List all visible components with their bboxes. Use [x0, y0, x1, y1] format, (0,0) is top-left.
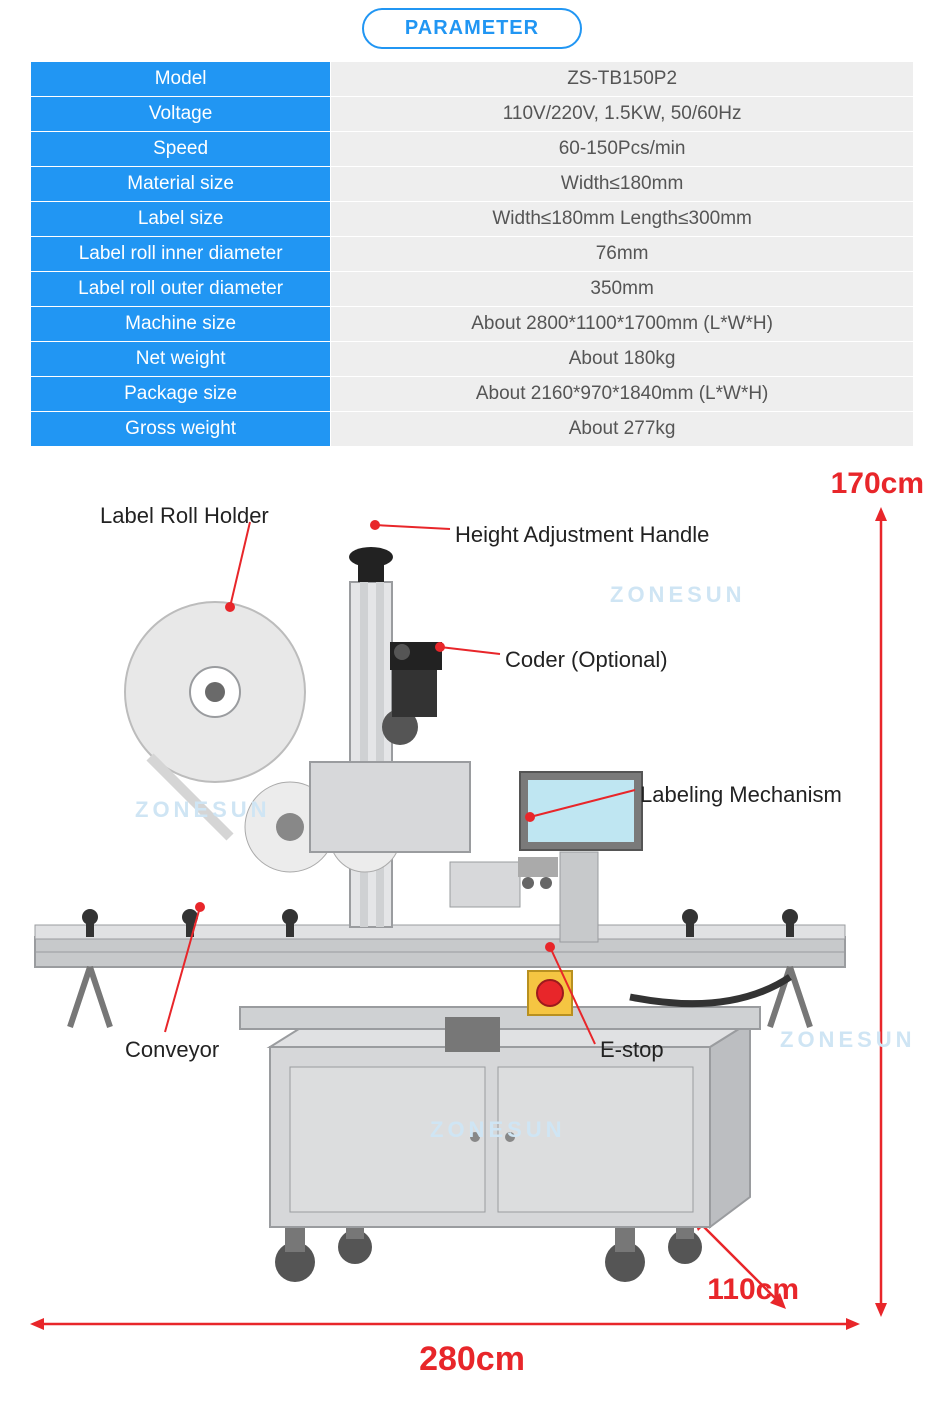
spec-key: Machine size	[31, 307, 331, 342]
spec-key: Voltage	[31, 97, 331, 132]
spec-key: Package size	[31, 377, 331, 412]
spec-value: ZS-TB150P2	[331, 62, 914, 97]
watermark: ZONESUN	[135, 797, 271, 823]
annotation-label: Height Adjustment Handle	[455, 522, 709, 548]
spec-value: 110V/220V, 1.5KW, 50/60Hz	[331, 97, 914, 132]
annotation-label: Labeling Mechanism	[640, 782, 842, 808]
spec-key: Label roll inner diameter	[31, 237, 331, 272]
spec-value: Width≤180mm	[331, 167, 914, 202]
annotation-label: E-stop	[600, 1037, 664, 1063]
spec-key: Gross weight	[31, 412, 331, 447]
parameter-table: ModelZS-TB150P2Voltage110V/220V, 1.5KW, …	[30, 61, 914, 447]
watermark: ZONESUN	[430, 1117, 566, 1143]
annotation-label: Coder (Optional)	[505, 647, 668, 673]
spec-value: 350mm	[331, 272, 914, 307]
annotation-label: Label Roll Holder	[100, 503, 269, 529]
spec-key: Label size	[31, 202, 331, 237]
spec-key: Model	[31, 62, 331, 97]
parameter-title: PARAMETER	[362, 8, 582, 49]
spec-key: Label roll outer diameter	[31, 272, 331, 307]
spec-value: 60-150Pcs/min	[331, 132, 914, 167]
callout-lines	[30, 467, 914, 1387]
spec-value: Width≤180mm Length≤300mm	[331, 202, 914, 237]
machine-diagram: 170cm 280cm 110cm	[30, 467, 914, 1387]
watermark: ZONESUN	[780, 1027, 916, 1053]
spec-value: About 2800*1100*1700mm (L*W*H)	[331, 307, 914, 342]
spec-value: About 2160*970*1840mm (L*W*H)	[331, 377, 914, 412]
spec-value: 76mm	[331, 237, 914, 272]
watermark: ZONESUN	[610, 582, 746, 608]
spec-key: Material size	[31, 167, 331, 202]
spec-key: Net weight	[31, 342, 331, 377]
spec-key: Speed	[31, 132, 331, 167]
spec-value: About 277kg	[331, 412, 914, 447]
annotation-label: Conveyor	[125, 1037, 219, 1063]
spec-value: About 180kg	[331, 342, 914, 377]
